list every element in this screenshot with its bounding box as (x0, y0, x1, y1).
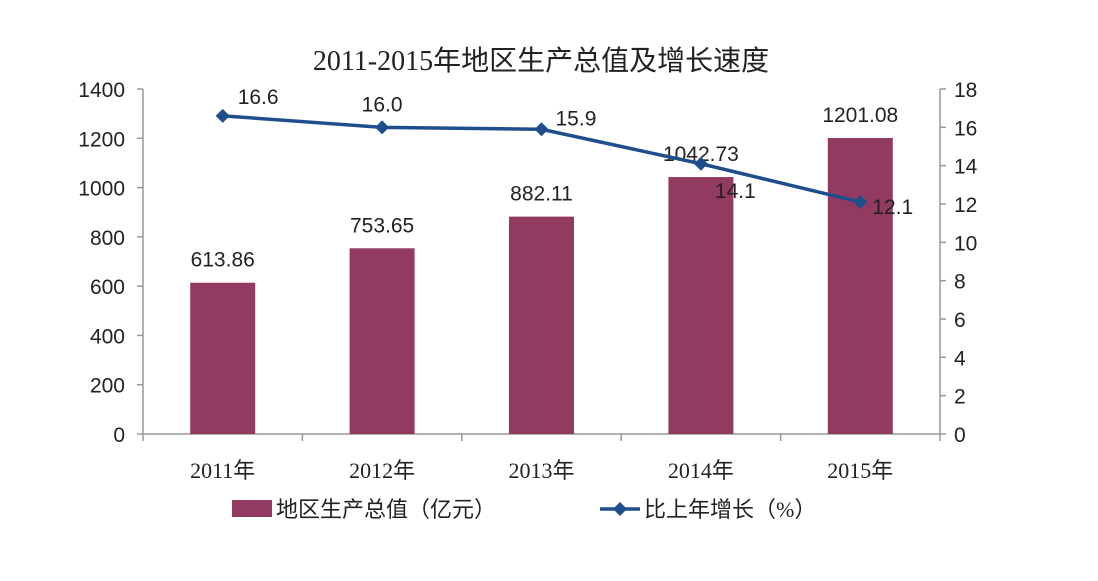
right-tick-label: 10 (954, 232, 977, 255)
x-tick-label: 2011年 (190, 458, 255, 483)
right-tick-label: 2 (954, 386, 966, 409)
left-tick-label: 400 (90, 325, 125, 348)
left-tick-label: 1000 (78, 178, 125, 201)
bar-value-label: 882.11 (510, 183, 573, 206)
right-tick-label: 16 (954, 117, 977, 140)
left-tick-label: 1400 (78, 79, 125, 102)
bar-value-label: 1201.08 (822, 104, 898, 127)
legend-bar-swatch (232, 500, 272, 517)
right-tick-label: 12 (954, 194, 977, 217)
x-tick-label: 2014年 (668, 458, 734, 483)
bar (509, 216, 574, 434)
line-marker (693, 156, 708, 171)
line-value-label: 12.1 (872, 196, 913, 219)
left-tick-label: 800 (90, 227, 125, 250)
bar-value-label: 753.65 (350, 214, 414, 237)
bar (827, 138, 893, 434)
line-value-label: 15.9 (556, 107, 597, 130)
x-tick-label: 2015年 (827, 458, 893, 483)
line-marker (375, 120, 390, 135)
right-tick-label: 18 (954, 79, 977, 102)
left-tick-label: 200 (90, 375, 125, 398)
line-marker (853, 195, 868, 210)
right-tick-label: 4 (954, 347, 966, 370)
legend-bar-label: 地区生产总值（亿元） (276, 497, 496, 522)
x-tick-label: 2013年 (508, 458, 574, 483)
bar (349, 248, 415, 434)
right-tick-label: 8 (954, 271, 966, 294)
legend-line-label: 比上年增长（%） (644, 497, 816, 522)
line-marker (215, 108, 230, 123)
legend-line-marker (613, 502, 627, 516)
left-tick-label: 0 (113, 424, 125, 447)
left-tick-label: 1200 (78, 128, 125, 151)
bar (190, 282, 256, 434)
line-value-label: 14.1 (715, 180, 756, 203)
x-tick-label: 2012年 (349, 458, 415, 483)
chart-title: 2011-2015年地区生产总值及增长速度 (313, 45, 769, 77)
legend: 地区生产总值（亿元） 比上年增长（%） (232, 497, 816, 522)
bar-value-label: 613.86 (191, 249, 255, 272)
left-tick-label: 600 (90, 276, 125, 299)
right-tick-label: 14 (954, 156, 978, 179)
line-value-label: 16.6 (238, 86, 279, 109)
line-marker (534, 122, 549, 137)
line-value-label: 16.0 (362, 93, 403, 116)
right-tick-label: 0 (954, 424, 966, 447)
bar (668, 177, 734, 434)
right-tick-label: 6 (954, 309, 966, 332)
